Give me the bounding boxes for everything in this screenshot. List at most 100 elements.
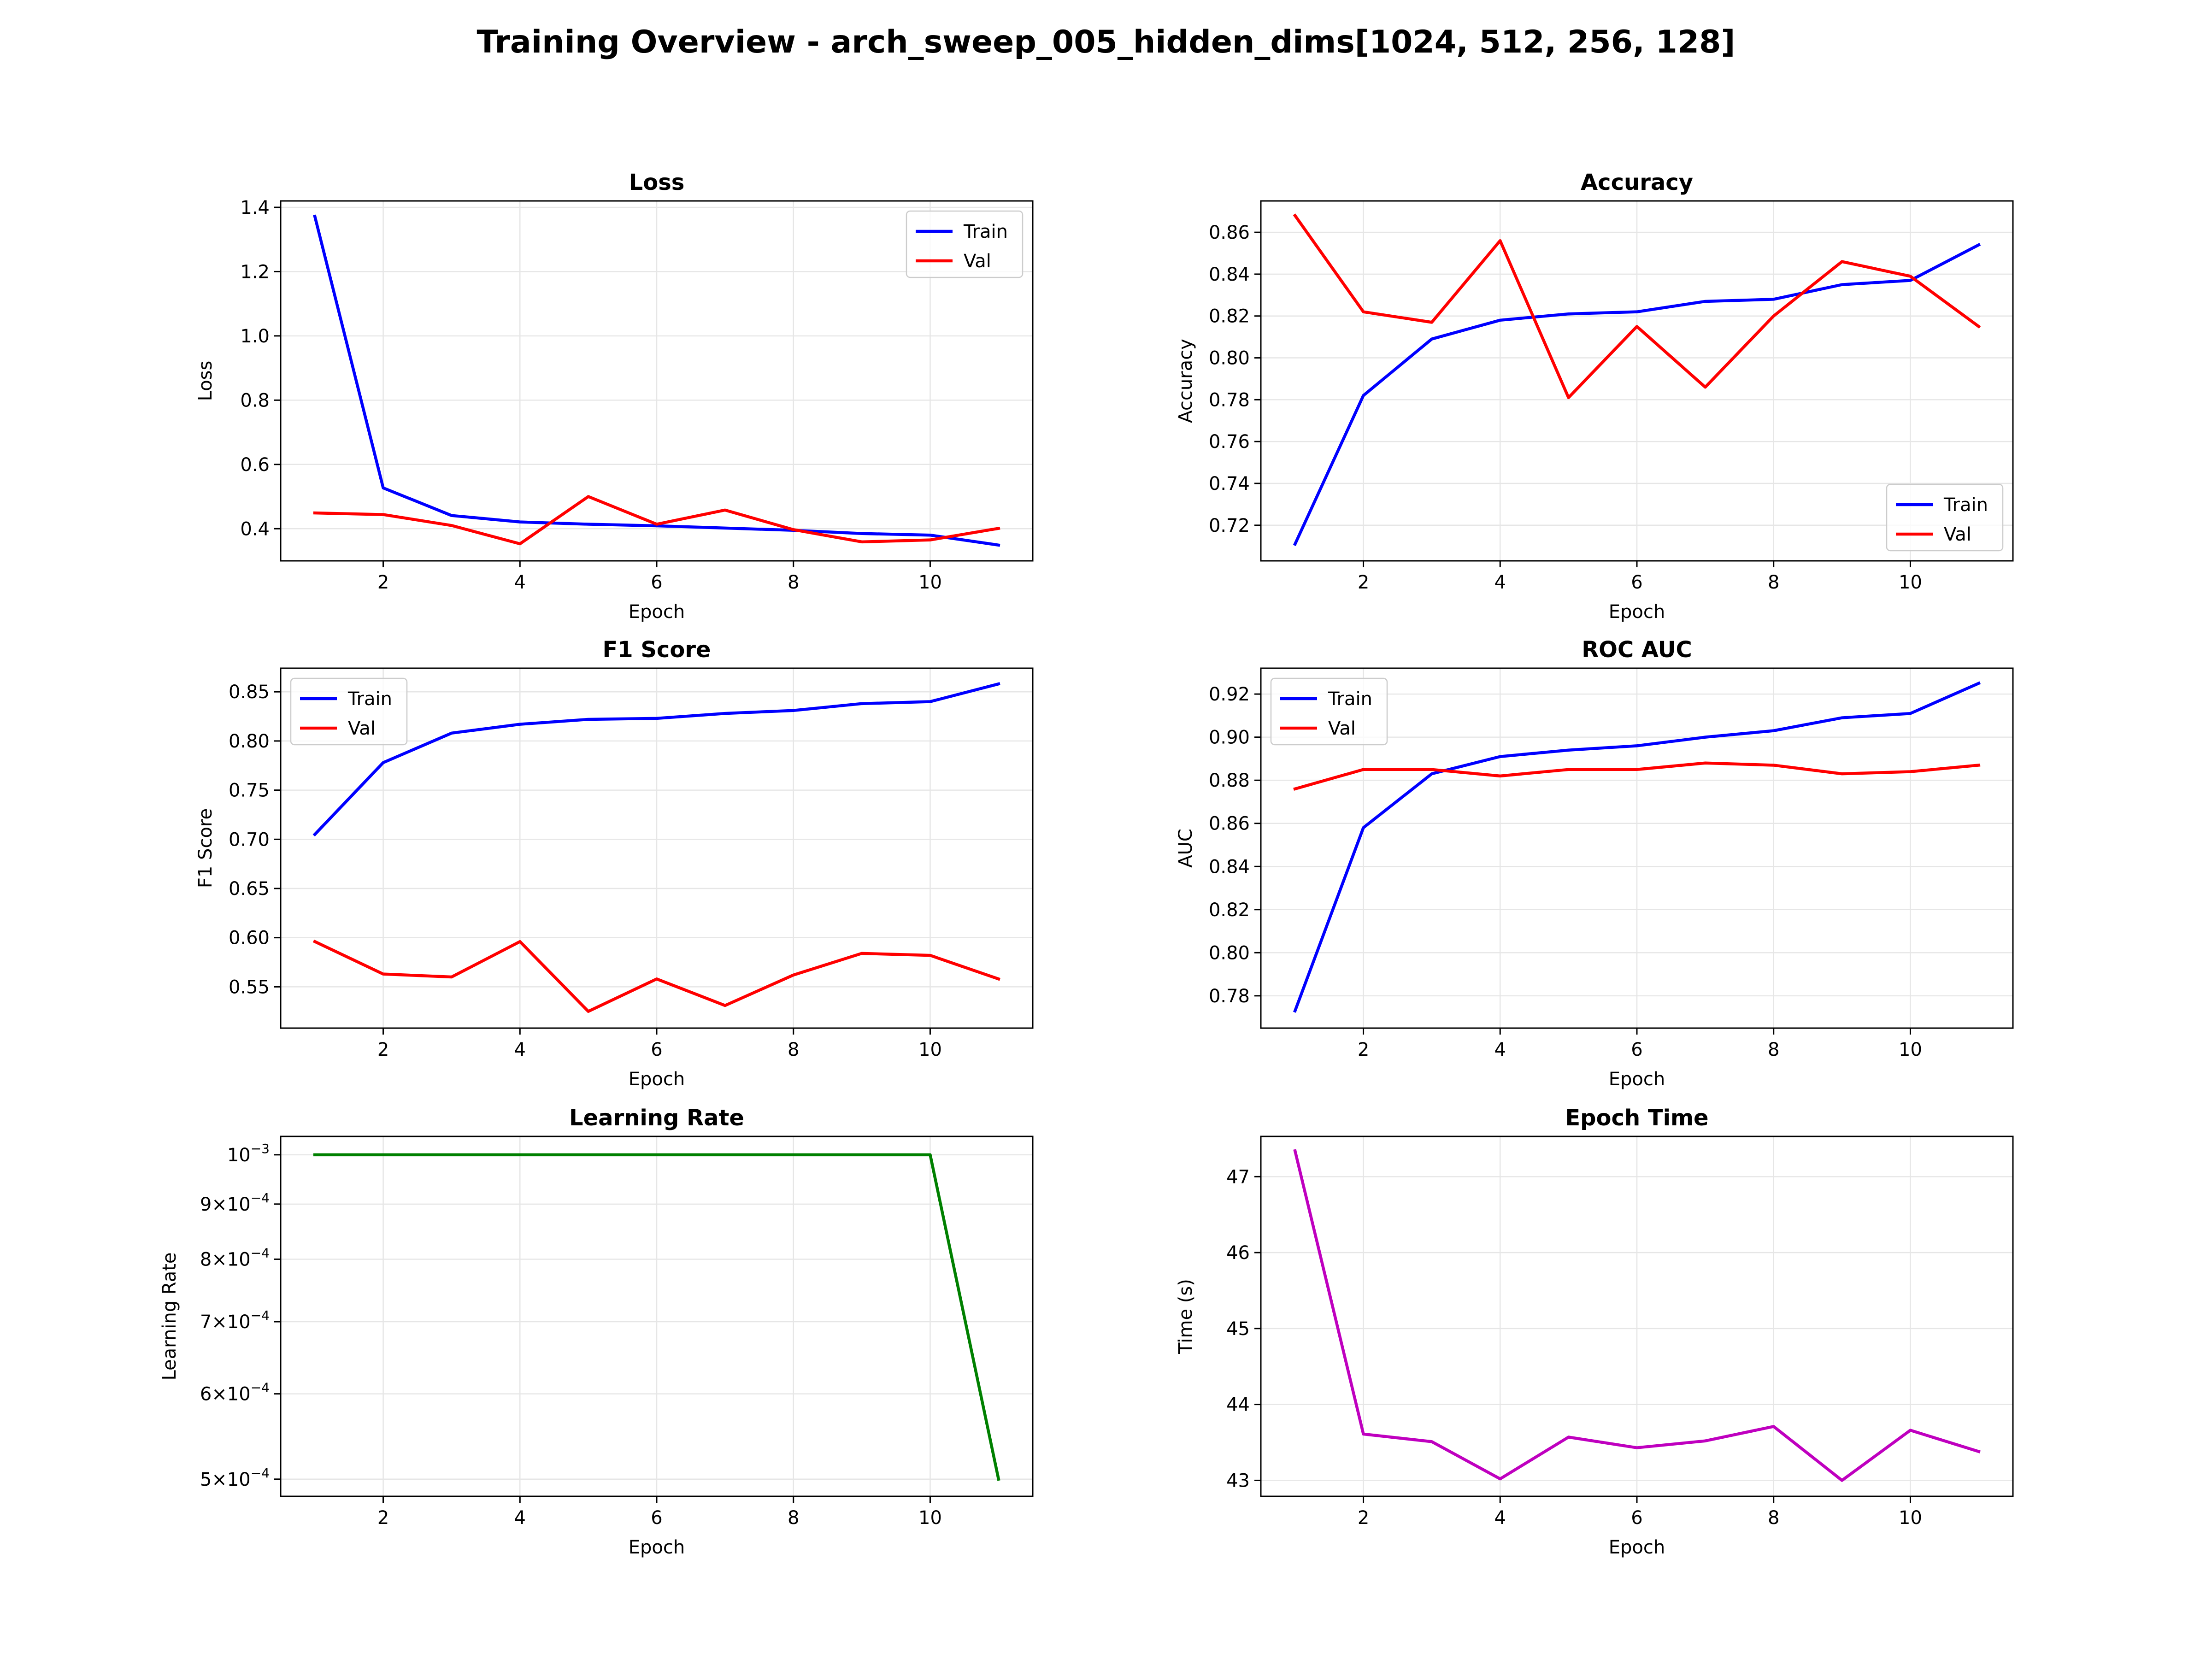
x-tick-label: 8 bbox=[1768, 1507, 1779, 1529]
y-tick-label: 1.4 bbox=[240, 197, 270, 218]
x-tick-label: 4 bbox=[1494, 1507, 1506, 1529]
x-tick-label: 2 bbox=[377, 1507, 389, 1529]
x-axis-label: Epoch bbox=[629, 601, 685, 623]
chart-panel-roc_auc: 2 4 6 8 10 0.78 0.80 0.82 0.84 0.86 0.88 0.90 0.92 RO… bbox=[1175, 637, 2014, 1090]
chart-panel-accuracy: 2 4 6 8 10 0.72 0.74 0.76 0.78 0.80 0.82 0.84 0.86 Ac… bbox=[1175, 170, 2014, 623]
x-tick-label: 4 bbox=[1494, 1039, 1506, 1060]
plot-frame bbox=[1260, 200, 2014, 562]
x-tick-label: 2 bbox=[1358, 1507, 1369, 1529]
legend-label-val: Val bbox=[1944, 524, 1971, 545]
legend-label-train: Train bbox=[963, 221, 1008, 242]
y-tick-label: 1.2 bbox=[240, 261, 270, 282]
chart-panel-loss: 2 4 6 8 10 0.4 0.6 0.8 1.0 1.2 1.4 Loss Epoch Loss Tra… bbox=[195, 170, 1034, 623]
panel-title: Learning Rate bbox=[569, 1105, 744, 1131]
y-tick-label: 0.82 bbox=[1209, 900, 1250, 921]
plot-frame bbox=[280, 200, 1034, 562]
y-tick-label: 0.85 bbox=[229, 682, 270, 703]
y-tick-label: 0.78 bbox=[1209, 986, 1250, 1007]
series-line-train bbox=[1293, 242, 1981, 546]
plot-frame bbox=[280, 667, 1034, 1029]
series-line-train bbox=[313, 214, 1000, 547]
panel-title: Accuracy bbox=[1581, 170, 1693, 195]
y-tick-label: 7×10−4 bbox=[200, 1308, 270, 1333]
x-axis-label: Epoch bbox=[1609, 1537, 1665, 1558]
y-tick-label: 46 bbox=[1226, 1242, 1250, 1264]
y-tick-label: 5×10−4 bbox=[200, 1465, 270, 1490]
series-line-train bbox=[1293, 681, 1981, 1013]
y-tick-label: 0.78 bbox=[1209, 389, 1250, 411]
y-tick-label: 0.86 bbox=[1209, 222, 1250, 243]
plot-frame bbox=[1260, 667, 2014, 1029]
x-axis-label: Epoch bbox=[1609, 601, 1665, 623]
y-tick-exponent: −4 bbox=[251, 1308, 270, 1323]
x-axis-label: Epoch bbox=[629, 1069, 685, 1090]
legend-label-val: Val bbox=[964, 251, 991, 272]
y-tick-label: 0.76 bbox=[1209, 431, 1250, 453]
legend: Train Val bbox=[1886, 483, 2004, 552]
y-tick-label: 44 bbox=[1226, 1394, 1250, 1416]
x-tick-label: 4 bbox=[514, 1039, 526, 1060]
series-line-val bbox=[313, 495, 1000, 546]
y-tick-base: 6×10 bbox=[200, 1384, 251, 1405]
y-tick-label: 0.60 bbox=[229, 928, 270, 949]
y-tick-base: 10 bbox=[227, 1145, 251, 1166]
x-tick-label: 2 bbox=[377, 572, 389, 593]
y-tick-label: 0.6 bbox=[240, 454, 270, 476]
plot-frame bbox=[280, 1135, 1034, 1497]
y-tick-label: 10−3 bbox=[227, 1141, 270, 1166]
y-tick-label: 43 bbox=[1226, 1470, 1250, 1491]
x-tick-label: 8 bbox=[1768, 1039, 1779, 1060]
y-tick-label: 0.4 bbox=[240, 518, 270, 540]
series-line-val bbox=[312, 939, 1000, 1013]
y-tick-base: 8×10 bbox=[200, 1249, 251, 1270]
y-tick-label: 9×10−4 bbox=[200, 1190, 270, 1215]
y-axis-label: Time (s) bbox=[1175, 1279, 1196, 1354]
y-tick-label: 0.74 bbox=[1209, 473, 1250, 494]
y-axis-label: Accuracy bbox=[1175, 339, 1196, 423]
y-tick-label: 45 bbox=[1226, 1318, 1250, 1340]
y-tick-base: 7×10 bbox=[200, 1312, 251, 1333]
legend-label-train: Train bbox=[1328, 688, 1372, 710]
y-tick-label: 0.72 bbox=[1209, 515, 1250, 536]
y-tick-exponent: −4 bbox=[251, 1245, 270, 1260]
y-tick-exponent: −3 bbox=[251, 1141, 270, 1156]
x-axis-label: Epoch bbox=[629, 1537, 685, 1558]
panel-title: ROC AUC bbox=[1582, 637, 1692, 663]
x-tick-label: 6 bbox=[1631, 572, 1642, 593]
legend-label-train: Train bbox=[347, 688, 392, 710]
y-axis-label: AUC bbox=[1175, 829, 1196, 868]
legend: Train Val bbox=[906, 210, 1024, 278]
x-tick-label: 2 bbox=[377, 1039, 389, 1060]
y-tick-exponent: −4 bbox=[251, 1465, 270, 1481]
y-tick-label: 0.92 bbox=[1209, 684, 1250, 705]
y-tick-base: 9×10 bbox=[200, 1194, 251, 1215]
panel-title: Epoch Time bbox=[1565, 1105, 1708, 1131]
y-tick-base: 5×10 bbox=[200, 1469, 251, 1490]
y-tick-label: 0.82 bbox=[1209, 306, 1250, 327]
x-tick-label: 10 bbox=[918, 1039, 942, 1060]
chart-panel-lr: 2 4 6 8 105×10−46×10−47×10−48×10−49×10−410−3… bbox=[159, 1105, 1034, 1558]
y-axis-label: F1 Score bbox=[195, 808, 216, 888]
y-tick-label: 1.0 bbox=[240, 326, 270, 347]
x-tick-label: 10 bbox=[1899, 572, 1922, 593]
x-tick-label: 8 bbox=[788, 1507, 799, 1529]
x-tick-label: 10 bbox=[1899, 1039, 1922, 1060]
x-tick-label: 4 bbox=[514, 1507, 526, 1529]
series-line-val bbox=[1293, 213, 1981, 400]
y-tick-label: 0.70 bbox=[229, 829, 270, 850]
figure-title: Training Overview - arch_sweep_005_hidde… bbox=[477, 24, 1735, 60]
y-tick-label: 0.84 bbox=[1209, 264, 1250, 285]
legend-label-train: Train bbox=[1943, 494, 1988, 516]
x-tick-label: 6 bbox=[1631, 1039, 1642, 1060]
y-tick-label: 0.8 bbox=[240, 390, 270, 411]
y-axis-label: Loss bbox=[195, 361, 216, 401]
y-tick-label: 0.75 bbox=[229, 780, 270, 801]
legend: Train Val bbox=[1270, 677, 1388, 746]
x-tick-label: 10 bbox=[918, 572, 942, 593]
x-tick-label: 8 bbox=[1768, 572, 1779, 593]
y-tick-label: 8×10−4 bbox=[200, 1245, 270, 1270]
x-tick-label: 8 bbox=[788, 1039, 799, 1060]
x-tick-label: 2 bbox=[1358, 1039, 1369, 1060]
legend: Train Val bbox=[290, 677, 408, 746]
